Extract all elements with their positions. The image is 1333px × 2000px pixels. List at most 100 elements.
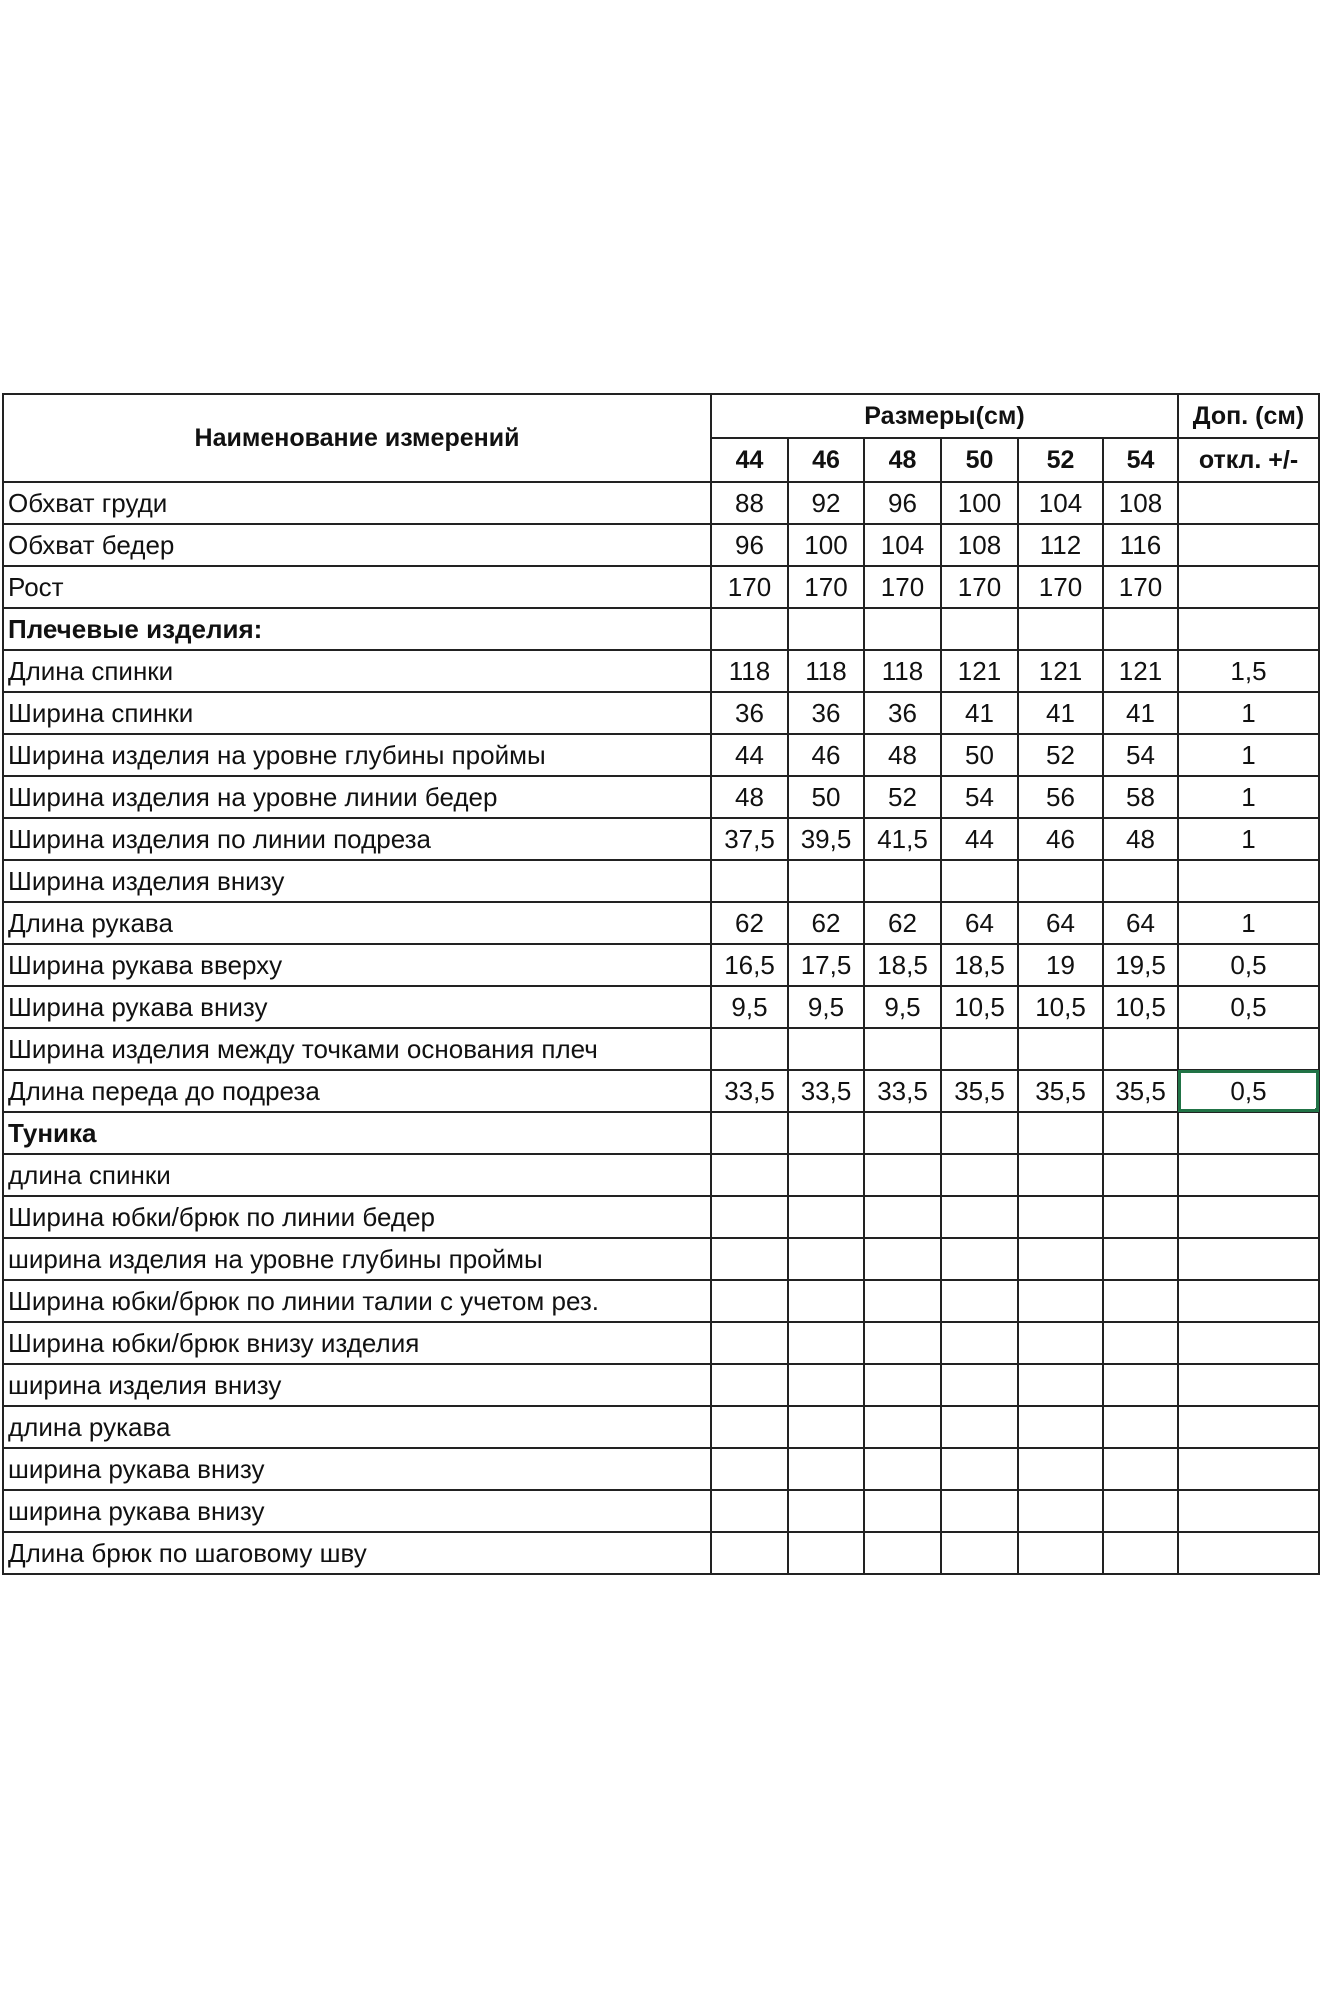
size-value-cell[interactable]: 121	[940, 649, 1019, 693]
tolerance-cell[interactable]	[1177, 1531, 1320, 1575]
size-value-cell[interactable]	[940, 1489, 1019, 1533]
size-value-cell[interactable]: 36	[710, 691, 789, 735]
size-value-cell[interactable]	[1017, 1111, 1104, 1155]
size-value-cell[interactable]	[863, 1153, 942, 1197]
tolerance-cell-selected[interactable]: 0,5	[1177, 1069, 1320, 1113]
size-value-cell[interactable]	[940, 1447, 1019, 1491]
row-label-cell[interactable]: Ширина юбки/брюк по линии бедер	[2, 1195, 712, 1239]
size-value-cell[interactable]	[710, 1279, 789, 1323]
size-value-cell[interactable]: 170	[1017, 565, 1104, 609]
row-label-cell[interactable]: Ширина изделия на уровне глубины проймы	[2, 733, 712, 777]
size-value-cell[interactable]: 9,5	[710, 985, 789, 1029]
header-size-cell[interactable]: 44	[710, 437, 789, 483]
row-label-cell[interactable]: Ширина рукава вверху	[2, 943, 712, 987]
size-value-cell[interactable]: 112	[1017, 523, 1104, 567]
tolerance-cell[interactable]: 1	[1177, 901, 1320, 945]
size-value-cell[interactable]	[710, 1237, 789, 1281]
size-value-cell[interactable]	[1017, 607, 1104, 651]
size-value-cell[interactable]: 48	[710, 775, 789, 819]
size-value-cell[interactable]: 36	[787, 691, 865, 735]
size-value-cell[interactable]: 16,5	[710, 943, 789, 987]
size-value-cell[interactable]: 92	[787, 481, 865, 525]
size-value-cell[interactable]: 62	[710, 901, 789, 945]
size-value-cell[interactable]	[1017, 1027, 1104, 1071]
size-value-cell[interactable]: 104	[863, 523, 942, 567]
size-value-cell[interactable]	[710, 607, 789, 651]
size-value-cell[interactable]: 17,5	[787, 943, 865, 987]
size-value-cell[interactable]	[1102, 1027, 1179, 1071]
size-value-cell[interactable]	[787, 1111, 865, 1155]
size-value-cell[interactable]	[1017, 1279, 1104, 1323]
tolerance-cell[interactable]: 1	[1177, 691, 1320, 735]
size-value-cell[interactable]: 116	[1102, 523, 1179, 567]
size-value-cell[interactable]	[710, 1195, 789, 1239]
size-value-cell[interactable]	[940, 1237, 1019, 1281]
size-value-cell[interactable]: 9,5	[863, 985, 942, 1029]
size-value-cell[interactable]: 62	[787, 901, 865, 945]
size-value-cell[interactable]	[863, 859, 942, 903]
header-tolerance-2[interactable]: откл. +/-	[1177, 437, 1320, 483]
size-value-cell[interactable]: 41,5	[863, 817, 942, 861]
size-value-cell[interactable]	[863, 1195, 942, 1239]
tolerance-cell[interactable]	[1177, 523, 1320, 567]
tolerance-cell[interactable]	[1177, 1363, 1320, 1407]
size-value-cell[interactable]: 44	[940, 817, 1019, 861]
size-value-cell[interactable]	[863, 1321, 942, 1365]
size-value-cell[interactable]	[1102, 1279, 1179, 1323]
size-value-cell[interactable]	[863, 1447, 942, 1491]
tolerance-cell[interactable]: 1	[1177, 817, 1320, 861]
row-label-cell[interactable]: Ширина спинки	[2, 691, 712, 735]
row-label-cell[interactable]: Ширина изделия по линии подреза	[2, 817, 712, 861]
size-value-cell[interactable]	[710, 1405, 789, 1449]
size-value-cell[interactable]	[787, 1447, 865, 1491]
size-value-cell[interactable]: 88	[710, 481, 789, 525]
size-value-cell[interactable]	[940, 1321, 1019, 1365]
size-value-cell[interactable]: 19	[1017, 943, 1104, 987]
size-value-cell[interactable]	[787, 1321, 865, 1365]
row-label-cell[interactable]: Ширина юбки/брюк внизу изделия	[2, 1321, 712, 1365]
size-value-cell[interactable]	[787, 1531, 865, 1575]
row-label-cell[interactable]: Ширина изделия между точками основания п…	[2, 1027, 712, 1071]
size-value-cell[interactable]	[1017, 1237, 1104, 1281]
size-value-cell[interactable]: 54	[940, 775, 1019, 819]
row-label-cell[interactable]: ширина рукава внизу	[2, 1489, 712, 1533]
tolerance-cell[interactable]: 0,5	[1177, 943, 1320, 987]
size-value-cell[interactable]	[940, 1531, 1019, 1575]
size-value-cell[interactable]: 118	[787, 649, 865, 693]
size-value-cell[interactable]: 100	[787, 523, 865, 567]
header-measurement-name[interactable]: Наименование измерений	[2, 393, 712, 483]
size-value-cell[interactable]	[940, 1405, 1019, 1449]
tolerance-cell[interactable]	[1177, 1447, 1320, 1491]
size-value-cell[interactable]	[1017, 1405, 1104, 1449]
tolerance-cell[interactable]: 0,5	[1177, 985, 1320, 1029]
size-value-cell[interactable]	[863, 1027, 942, 1071]
size-value-cell[interactable]	[863, 1279, 942, 1323]
size-value-cell[interactable]	[1102, 1447, 1179, 1491]
size-value-cell[interactable]: 37,5	[710, 817, 789, 861]
size-value-cell[interactable]	[787, 1153, 865, 1197]
size-value-cell[interactable]: 54	[1102, 733, 1179, 777]
size-value-cell[interactable]	[1102, 1489, 1179, 1533]
size-value-cell[interactable]	[787, 1027, 865, 1071]
size-value-cell[interactable]: 52	[1017, 733, 1104, 777]
size-value-cell[interactable]	[940, 859, 1019, 903]
size-value-cell[interactable]: 18,5	[863, 943, 942, 987]
size-value-cell[interactable]	[1017, 1153, 1104, 1197]
size-value-cell[interactable]: 64	[940, 901, 1019, 945]
size-value-cell[interactable]: 18,5	[940, 943, 1019, 987]
size-value-cell[interactable]: 46	[787, 733, 865, 777]
row-label-cell[interactable]: Плечевые изделия:	[2, 607, 712, 651]
size-value-cell[interactable]	[787, 607, 865, 651]
size-value-cell[interactable]	[1102, 1237, 1179, 1281]
tolerance-cell[interactable]	[1177, 607, 1320, 651]
size-value-cell[interactable]: 33,5	[863, 1069, 942, 1113]
size-value-cell[interactable]: 36	[863, 691, 942, 735]
size-value-cell[interactable]	[787, 1279, 865, 1323]
row-label-cell[interactable]: Обхват бедер	[2, 523, 712, 567]
header-size-cell[interactable]: 50	[940, 437, 1019, 483]
size-value-cell[interactable]: 64	[1102, 901, 1179, 945]
row-label-cell[interactable]: Ширина изделия на уровне линии бедер	[2, 775, 712, 819]
row-label-cell[interactable]: Ширина юбки/брюк по линии талии с учетом…	[2, 1279, 712, 1323]
size-value-cell[interactable]	[863, 1531, 942, 1575]
size-value-cell[interactable]: 41	[940, 691, 1019, 735]
